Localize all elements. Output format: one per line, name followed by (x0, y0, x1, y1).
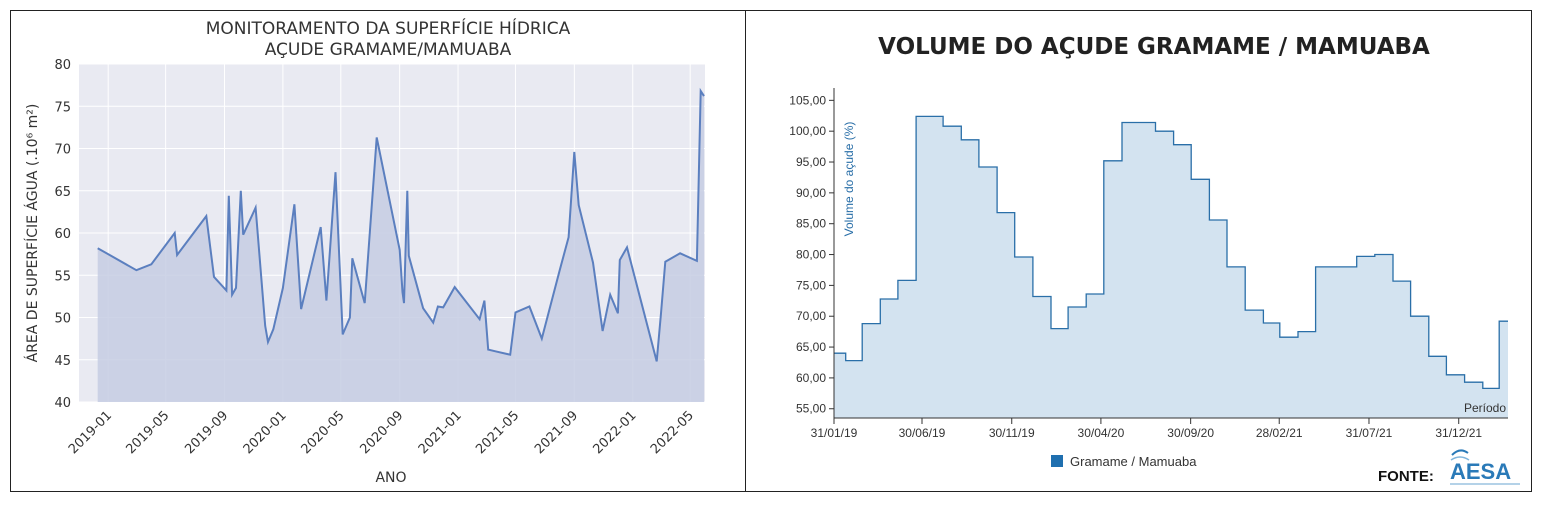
x-tick-label: 2020-09 (357, 408, 406, 457)
y-axis-label: ÁREA DE SUPERFÍCIE ÁGUA (.10⁶ m²) (24, 104, 41, 363)
x-axis-label: Período (1464, 401, 1506, 415)
logo-text: AESA (1450, 459, 1511, 484)
y-tick-label: 70 (54, 143, 71, 158)
y-tick-label: 75,00 (796, 278, 826, 292)
surface-area-chart-panel: MONITORAMENTO DA SUPERFÍCIE HÍDRICA AÇUD… (10, 10, 746, 492)
y-tick-label: 80,00 (796, 248, 826, 262)
x-tick-label: 31/01/19 (811, 426, 858, 440)
y-tick-label: 100,00 (789, 124, 826, 138)
y-axis-label: Volume do açude (%) (842, 122, 856, 237)
y-tick-label: 45 (54, 354, 71, 369)
surface-area-chart: MONITORAMENTO DA SUPERFÍCIE HÍDRICA AÇUD… (24, 17, 705, 486)
y-tick-label: 65 (54, 185, 71, 200)
x-tick-label: 31/07/21 (1346, 426, 1393, 440)
x-axis-label: ANO (375, 470, 406, 486)
volume-step-line (834, 115, 1508, 390)
aesa-logo: AESA (1450, 449, 1520, 485)
chart-title: VOLUME DO AÇUDE GRAMAME / MAMUABA (878, 34, 1430, 60)
x-tick-label: 2019-09 (182, 408, 231, 457)
y-tick-label: 65,00 (796, 340, 826, 354)
x-tick-label: 31/12/21 (1435, 426, 1482, 440)
chart-subtitle: AÇUDE GRAMAME/MAMUABA (265, 40, 512, 60)
y-tick-label: 85,00 (796, 217, 826, 231)
y-tick-label: 70,00 (796, 309, 826, 323)
area-fill (97, 91, 705, 402)
x-tick-label: 30/04/20 (1078, 426, 1125, 440)
y-tick-label: 90,00 (796, 186, 826, 200)
chart-title: MONITORAMENTO DA SUPERFÍCIE HÍDRICA (206, 17, 571, 39)
x-tick-label: 2020-01 (241, 408, 290, 457)
volume-chart-panel: VOLUME DO AÇUDE GRAMAME / MAMUABA 55,00 6… (745, 10, 1532, 492)
y-tick-label: 60,00 (796, 371, 826, 385)
legend-swatch (1051, 455, 1063, 467)
x-tick-label: 2020-05 (299, 408, 348, 457)
x-tick-label: 30/06/19 (899, 426, 946, 440)
y-tick-label: 80 (54, 58, 71, 73)
y-tick-label: 105,00 (789, 93, 826, 107)
x-tick-label: 28/02/21 (1256, 426, 1303, 440)
y-tick-label: 95,00 (796, 155, 826, 169)
y-tick-label: 40 (54, 396, 71, 411)
x-tick-label: 2022-05 (648, 408, 697, 457)
x-tick-label: 30/09/20 (1167, 426, 1214, 440)
y-tick-label: 55,00 (796, 402, 826, 416)
y-tick-label: 55 (54, 269, 71, 284)
source-label: FONTE: (1378, 468, 1434, 485)
y-tick-label: 60 (54, 227, 71, 242)
x-tick-label: 2021-05 (473, 408, 522, 457)
series-line (97, 87, 705, 362)
x-tick-label: 2019-05 (123, 408, 172, 457)
x-tick-label: 2021-01 (416, 408, 465, 457)
x-tick-label: 2021-09 (532, 408, 581, 457)
y-tick-label: 75 (54, 100, 71, 115)
x-tick-label: 2022-01 (591, 408, 640, 457)
y-tick-label: 50 (54, 312, 71, 327)
x-tick-label: 2019-01 (66, 408, 115, 457)
volume-chart: VOLUME DO AÇUDE GRAMAME / MAMUABA 55,00 6… (789, 34, 1520, 485)
legend-label: Gramame / Mamuaba (1070, 454, 1197, 469)
volume-area-fill (834, 116, 1508, 419)
x-tick-label: 30/11/19 (989, 426, 1035, 440)
